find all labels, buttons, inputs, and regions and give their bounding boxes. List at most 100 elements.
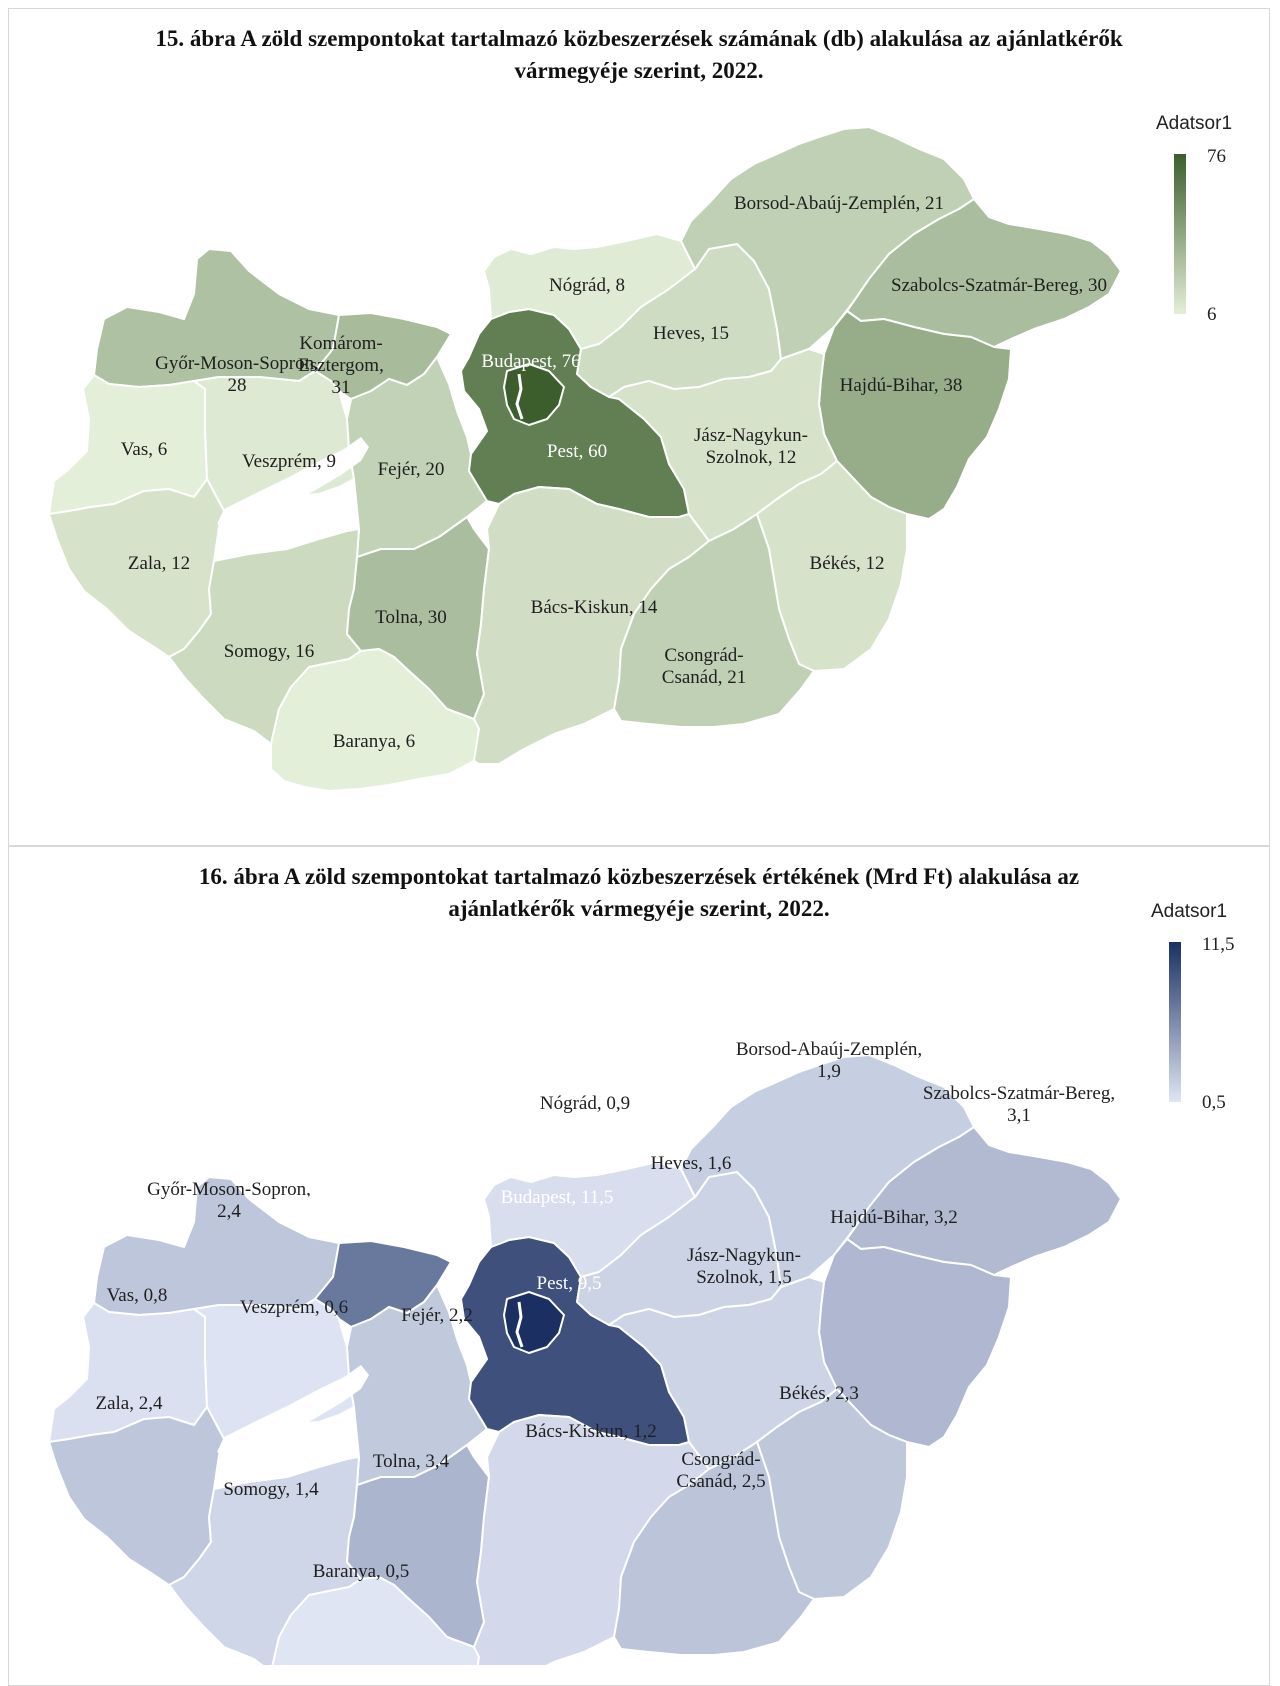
county-label-jasz: Jász-Nagykun-Szolnok, 1,5	[687, 1245, 801, 1288]
county-label-line: Komárom-	[299, 333, 382, 354]
legend-color-bar	[1169, 942, 1181, 1102]
county-label-line: Veszprém, 0,6	[240, 1297, 348, 1318]
legend: Adatsor1 76 6	[1156, 113, 1232, 325]
county-label-line: Zala, 12	[128, 553, 190, 574]
county-label-heves: Heves, 15	[653, 323, 729, 344]
county-label-nograd: Nógrád, 8	[549, 275, 625, 296]
county-label-line: Tolna, 3,4	[373, 1451, 450, 1472]
county-label-line: Békés, 12	[810, 553, 885, 574]
legend-max-label: 76	[1207, 146, 1226, 167]
county-label-veszprem: Veszprém, 9	[242, 451, 336, 472]
county-label-szabolcs: Szabolcs-Szatmár-Bereg, 3,1	[923, 1083, 1115, 1126]
county-label-bekes: Békés, 12	[810, 553, 885, 574]
legend-title: Adatsor1	[1156, 113, 1232, 134]
county-label-line: Esztergom,	[298, 355, 384, 376]
map-panel-value: 16. ábra A zöld szempontokat tartalmazó …	[8, 846, 1270, 1686]
county-label-gyor: Győr-Moson-Sopron, 28	[155, 353, 319, 396]
county-label-line: Fejér, 2,2	[401, 1305, 473, 1326]
county-label-fejer: Fejér, 20	[378, 459, 445, 480]
county-label-line: Hajdú-Bihar, 3,2	[830, 1207, 957, 1228]
legend-min-label: 6	[1207, 304, 1217, 325]
county-label-borsod: Borsod-Abaúj-Zemplén, 1,9	[736, 1039, 922, 1082]
county-label-line: Győr-Moson-Sopron,	[155, 353, 319, 374]
county-label-line: Komárom-	[305, 1171, 388, 1192]
danube-river	[515, 1301, 524, 1348]
county-label-line: Győr-Moson-Sopron,	[147, 1179, 311, 1200]
county-label-line: Jász-Nagykun-	[687, 1245, 801, 1266]
county-label-line: Vas, 6	[121, 439, 167, 460]
county-label-zala: Zala, 12	[128, 553, 190, 574]
county-label-line: Budapest, 11,5	[501, 1187, 614, 1208]
county-label-line: Fejér, 20	[378, 459, 445, 480]
county-label-line: Csongrád-	[681, 1449, 760, 1470]
county-label-jasz: Jász-Nagykun-Szolnok, 12	[694, 425, 808, 468]
map-title-line1: 16. ábra A zöld szempontokat tartalmazó …	[198, 864, 1080, 889]
county-label-csongrad: Csongrád-Csanád, 2,5	[676, 1449, 765, 1492]
county-label-zala: Zala, 2,4	[95, 1393, 163, 1414]
county-label-line: Szolnok, 12	[706, 447, 797, 468]
county-label-line: Esztergom,	[304, 1193, 390, 1214]
county-label-line: Jász-Nagykun-	[694, 425, 808, 446]
county-label-nograd: Nógrád, 0,9	[540, 1093, 630, 1114]
county-label-pest: Pest, 9,5	[537, 1273, 602, 1294]
map-title: 16. ábra A zöld szempontokat tartalmazó …	[9, 861, 1269, 925]
county-csongrad	[613, 1441, 815, 1656]
county-csongrad	[613, 513, 815, 728]
county-label-line: Borsod-Abaúj-Zemplén,	[736, 1039, 922, 1060]
county-label-somogy: Somogy, 16	[224, 641, 315, 662]
lake-balaton	[217, 437, 369, 531]
county-label-hajdu: Hajdú-Bihar, 3,2	[830, 1207, 957, 1228]
map-panel-count: 15. ábra A zöld szempontokat tartalmazó …	[8, 8, 1270, 846]
county-label-line: 7,1	[335, 1215, 359, 1236]
map-title-line2: ajánlatkérők vármegyéje szerint, 2022.	[448, 896, 830, 921]
county-label-line: Veszprém, 9	[242, 451, 336, 472]
county-label-line: Bács-Kiskun, 1,2	[525, 1421, 656, 1442]
county-label-szabolcs: Szabolcs-Szatmár-Bereg, 30	[891, 275, 1107, 296]
county-label-line: Baranya, 0,5	[313, 1561, 410, 1582]
county-label-line: 28	[228, 375, 247, 396]
county-label-heves: Heves, 1,6	[651, 1153, 732, 1174]
county-label-line: Budapest, 76	[481, 351, 580, 372]
county-label-line: Borsod-Abaúj-Zemplén, 21	[734, 193, 944, 214]
county-label-bekes: Békés, 2,3	[779, 1383, 859, 1404]
county-label-line: Hajdú-Bihar, 38	[840, 375, 963, 396]
county-label-line: Csanád, 2,5	[676, 1471, 765, 1492]
county-label-baranya: Baranya, 6	[333, 731, 415, 752]
county-label-line: Vas, 0,8	[107, 1285, 168, 1306]
county-label-line: Nógrád, 0,9	[540, 1093, 630, 1114]
county-label-veszprem: Veszprém, 0,6	[240, 1297, 348, 1318]
county-label-line: Csanád, 21	[662, 667, 746, 688]
county-label-line: 1,9	[817, 1061, 841, 1082]
county-label-line: 2,4	[217, 1201, 241, 1222]
county-label-line: Pest, 9,5	[537, 1273, 602, 1294]
county-jasz	[608, 348, 838, 542]
county-label-somogy: Somogy, 1,4	[223, 1479, 319, 1500]
county-label-budapest: Budapest, 11,5	[501, 1187, 614, 1208]
county-label-line: Heves, 1,6	[651, 1153, 732, 1174]
legend-color-bar	[1174, 154, 1186, 314]
county-label-line: Szolnok, 1,5	[696, 1267, 792, 1288]
map-title-line2: vármegyéje szerint, 2022.	[514, 58, 764, 83]
county-label-line: Zala, 2,4	[95, 1393, 163, 1414]
lake-balaton	[217, 1365, 369, 1459]
legend-min-label: 0,5	[1202, 1092, 1226, 1113]
county-label-line: Szabolcs-Szatmár-Bereg,	[923, 1083, 1115, 1104]
county-label-line: Somogy, 1,4	[223, 1479, 319, 1500]
legend-max-label: 11,5	[1202, 934, 1235, 955]
county-label-komarom: Komárom-Esztergom, 7,1	[304, 1171, 390, 1236]
county-label-borsod: Borsod-Abaúj-Zemplén, 21	[734, 193, 944, 214]
county-label-line: 31	[332, 377, 351, 398]
county-label-line: Csongrád-	[664, 645, 743, 666]
county-label-tolna: Tolna, 30	[375, 607, 447, 628]
county-label-line: Bács-Kiskun, 14	[531, 597, 658, 618]
county-label-line: Pest, 60	[547, 441, 607, 462]
county-baranya	[270, 648, 480, 792]
county-label-hajdu: Hajdú-Bihar, 38	[840, 375, 963, 396]
legend: Adatsor1 11,5 0,5	[1151, 901, 1235, 1113]
county-label-vas: Vas, 0,8	[107, 1285, 168, 1306]
county-label-line: Nógrád, 8	[549, 275, 625, 296]
county-label-baranya: Baranya, 0,5	[313, 1561, 410, 1582]
legend-title: Adatsor1	[1151, 901, 1227, 922]
county-label-csongrad: Csongrád-Csanád, 21	[662, 645, 746, 688]
